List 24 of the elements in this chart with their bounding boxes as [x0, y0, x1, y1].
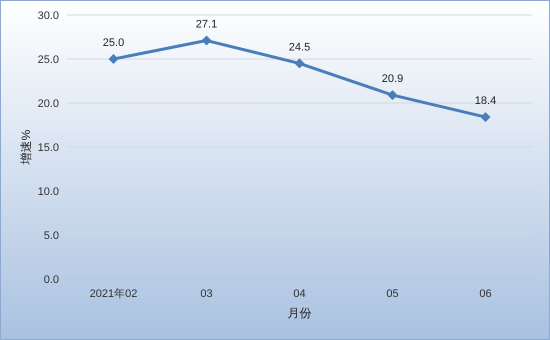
data-label: 27.1 — [196, 18, 218, 31]
x-tick-label: 06 — [479, 288, 492, 300]
data-label: 18.4 — [474, 95, 496, 108]
x-axis-title: 月份 — [288, 306, 312, 320]
x-tick-label: 05 — [386, 288, 399, 300]
y-tick-label: 25.0 — [38, 54, 59, 66]
y-tick-label: 10.0 — [38, 186, 59, 198]
data-label: 24.5 — [288, 41, 310, 54]
point — [108, 54, 118, 64]
y-tick-label: 20.0 — [38, 98, 59, 110]
point — [202, 36, 212, 46]
y-tick-label: 30.0 — [38, 10, 59, 22]
data-label: 25.0 — [102, 37, 124, 49]
x-tick-label: 03 — [200, 288, 213, 300]
point — [294, 58, 304, 68]
x-tick-label: 04 — [293, 288, 306, 300]
point — [480, 112, 490, 122]
data-label: 20.9 — [382, 73, 404, 86]
point — [388, 90, 398, 100]
x-tick-label: 2021年02 — [90, 288, 138, 300]
y-tick-label: 0.0 — [44, 274, 59, 286]
y-tick-label: 5.0 — [44, 230, 59, 242]
y-axis-title: 增速% — [19, 129, 33, 166]
y-tick-label: 15.0 — [38, 142, 59, 154]
